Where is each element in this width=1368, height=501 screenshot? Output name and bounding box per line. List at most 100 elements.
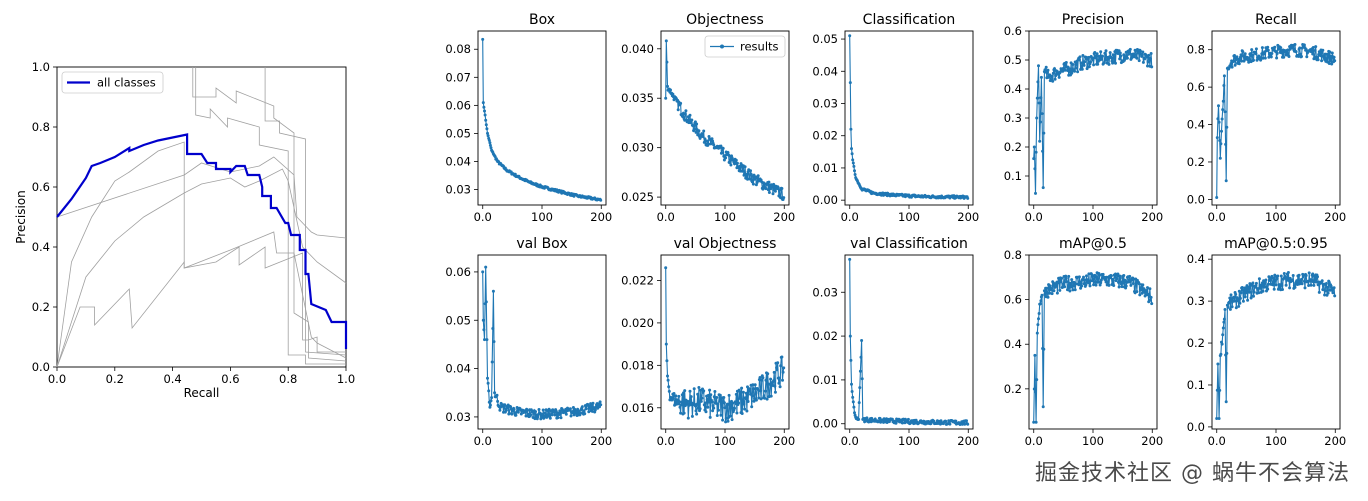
recall-point [1279, 46, 1283, 50]
map50-point [1111, 277, 1115, 281]
prec-point [1146, 60, 1150, 64]
pr-ylabel: Precision [14, 190, 28, 244]
recall-point [1333, 59, 1337, 63]
vobj-point [776, 361, 780, 365]
vbox-point [483, 338, 486, 342]
vobj-point [705, 397, 709, 401]
map5095-point [1224, 400, 1228, 404]
recall-point [1329, 59, 1332, 63]
map5095-point [1239, 291, 1243, 295]
vobj-point [669, 396, 673, 400]
map5095-point [1291, 274, 1295, 277]
obj-point [743, 172, 747, 175]
vbox-point [582, 409, 586, 413]
map5095-point [1217, 386, 1220, 390]
vcls-xtick-label: 200 [957, 434, 979, 448]
prec-point [1122, 53, 1126, 57]
obj-ytick-label: 0.030 [621, 141, 654, 155]
recall-point [1221, 108, 1225, 112]
obj-point [751, 182, 755, 186]
cls-point [851, 161, 855, 165]
cls-point [848, 81, 852, 85]
recall-point [1320, 59, 1324, 63]
vobj-point [754, 398, 758, 402]
recall-point [1247, 60, 1251, 64]
vobj-point [679, 411, 683, 415]
vbox-xtick-label: 200 [590, 434, 612, 448]
vcls-point [857, 401, 861, 405]
map5095-point [1266, 282, 1270, 286]
prec-point [1104, 49, 1108, 53]
prec-title: Precision [1062, 12, 1124, 28]
vobj-point [751, 387, 755, 391]
recall-point [1233, 54, 1236, 57]
vobj-point [664, 342, 668, 346]
box-ytick-label: 0.03 [445, 183, 471, 197]
prec-point [1094, 54, 1098, 58]
vobj-point [760, 378, 764, 382]
vbox-point [482, 328, 486, 332]
recall-point [1241, 50, 1245, 54]
cls-axes-frame [844, 30, 974, 206]
map5095-point [1217, 417, 1221, 420]
prec-chart: 0.0 100 200 0.1 0.2 0.3 0.4 0.5 0.6 Precision [1004, 12, 1164, 224]
vbox-point [485, 338, 489, 342]
map5095-point [1244, 286, 1248, 290]
map50-point [1098, 273, 1101, 277]
vobj-xtick-label: 100 [714, 434, 736, 448]
vobj-point [713, 390, 717, 393]
pr-ytick-label: 0.8 [32, 120, 50, 134]
obj-point [710, 137, 714, 141]
box-chart: 0.0 100 200 0.03 0.04 0.05 0.06 0.07 0.08 Box [445, 12, 612, 224]
map50-point [1042, 289, 1046, 293]
map5095-point [1237, 304, 1241, 308]
obj-point [684, 109, 688, 113]
map5095-point [1222, 317, 1226, 321]
prec-point [1076, 70, 1080, 74]
map5095-point [1281, 288, 1284, 291]
map50-point [1034, 390, 1037, 394]
map50-point [1084, 283, 1088, 287]
map50-point [1116, 272, 1120, 276]
map50-xtick-label: 0.0 [1025, 434, 1043, 448]
map5095-point [1243, 295, 1247, 299]
map50-point [1039, 299, 1043, 303]
recall-point [1230, 65, 1234, 69]
recall-point [1279, 51, 1283, 55]
map5095-point [1326, 291, 1330, 295]
prec-point [1149, 52, 1153, 55]
vobj-point [723, 406, 727, 410]
vobj-point [679, 403, 683, 407]
vbox-point [487, 389, 491, 393]
recall-xtick-label: 200 [1324, 210, 1346, 224]
vobj-point [781, 378, 784, 382]
map50-title: mAP@0.5 [1059, 236, 1127, 252]
map5095-point [1323, 293, 1327, 297]
obj-point [697, 129, 701, 133]
prec-point [1118, 51, 1122, 55]
prec-point [1143, 57, 1147, 61]
vcls-ytick-label: 0.01 [812, 373, 838, 387]
vbox-point [491, 289, 495, 293]
map50-point [1087, 281, 1091, 285]
vobj-point [709, 393, 713, 397]
vobj-xtick-label: 0.0 [657, 434, 675, 448]
map50-point [1109, 274, 1113, 278]
obj-point [672, 98, 676, 102]
vobj-point [717, 408, 720, 412]
vbox-point [580, 405, 584, 409]
vcls-point [890, 417, 894, 421]
pr-legend-label: all classes [97, 76, 156, 90]
map50-point [1107, 283, 1111, 287]
obj-point [780, 187, 784, 190]
cls-series-points [848, 34, 970, 200]
recall-point [1318, 51, 1322, 55]
vobj-point [764, 378, 768, 382]
vbox-point [512, 408, 516, 411]
vobj-point [664, 266, 668, 270]
vobj-point [712, 395, 716, 399]
vobj-point [677, 400, 681, 404]
vobj-point [715, 396, 719, 399]
map50-point [1032, 387, 1036, 391]
